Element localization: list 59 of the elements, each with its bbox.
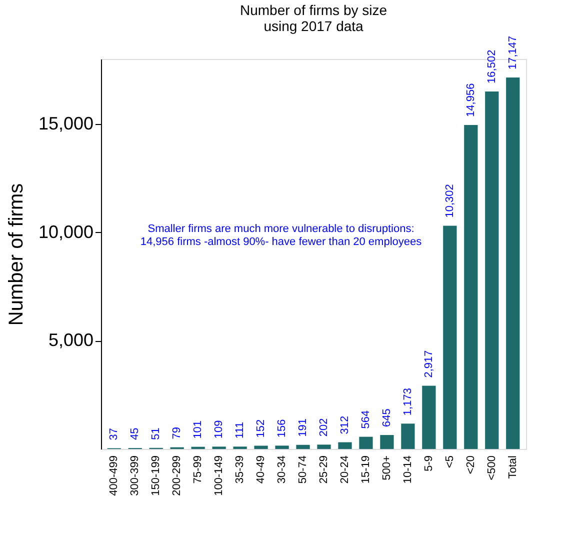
- bar: [338, 442, 352, 449]
- x-tick-label: 15-19: [360, 456, 372, 484]
- data-label: 45: [129, 428, 142, 440]
- bar: [380, 435, 394, 449]
- bar: [485, 91, 499, 449]
- x-tick-label: 400-499: [108, 456, 120, 496]
- x-tick-label: 75-99: [192, 456, 204, 484]
- data-label: 152: [255, 419, 268, 438]
- x-tick-label: 500+: [380, 456, 393, 480]
- x-tick-label: <20: [464, 456, 477, 474]
- bar: [401, 424, 415, 449]
- data-label: 111: [234, 422, 246, 439]
- y-axis-title: Number of firms: [5, 183, 28, 326]
- data-label: 101: [192, 420, 204, 439]
- bar: [422, 386, 436, 449]
- data-label: 37: [108, 428, 120, 440]
- x-tick-label: Total: [506, 456, 519, 479]
- data-label: 109: [213, 420, 226, 439]
- x-tick-label: 100-149: [213, 456, 226, 496]
- bar: [254, 446, 268, 449]
- bar: [464, 124, 478, 449]
- bar: [359, 436, 373, 449]
- data-label: 10,302: [444, 184, 456, 218]
- data-label: 202: [318, 418, 330, 437]
- data-label: 1,173: [402, 388, 414, 416]
- data-label: 79: [171, 427, 184, 440]
- data-label: 312: [338, 416, 351, 434]
- data-label: 2,917: [422, 350, 435, 378]
- x-tick-label: 200-299: [171, 456, 184, 496]
- x-tick-label: <5: [444, 456, 456, 468]
- chart-title: Number of firms by size using 2017 data: [240, 2, 388, 34]
- data-label: 156: [276, 419, 288, 438]
- bar: [275, 446, 289, 449]
- y-tick-label: 5,000: [48, 330, 94, 350]
- x-tick-label: 10-14: [402, 456, 414, 484]
- data-label: 16,502: [486, 50, 498, 84]
- data-label: 645: [380, 408, 393, 428]
- x-tick-label: 30-34: [276, 456, 288, 484]
- x-tick-label: 20-24: [338, 456, 351, 484]
- data-label: 14,956: [464, 83, 477, 117]
- y-tick-label: 10,000: [38, 222, 94, 242]
- bar: [317, 444, 331, 449]
- x-tick-label: 300-399: [129, 456, 142, 496]
- y-tick-label: 15,000: [38, 114, 94, 134]
- x-tick-label: <500: [486, 456, 498, 480]
- x-tick-label: 40-49: [255, 456, 268, 484]
- data-label: 191: [297, 418, 310, 437]
- bar: [296, 444, 310, 449]
- bar: [443, 226, 457, 449]
- bar: [506, 77, 520, 449]
- data-label: 564: [360, 410, 372, 429]
- data-label: 51: [150, 428, 162, 440]
- annotation: Smaller firms are much more vulnerable to disruptions: 14,956 firms -almost 90%- have fewer than 20 employees: [140, 223, 422, 248]
- data-label: 17,147: [506, 36, 519, 70]
- x-tick-label: 5-9: [422, 456, 435, 472]
- x-tick-label: 35-39: [234, 456, 246, 484]
- x-tick-label: 25-29: [318, 456, 330, 484]
- x-tick-label: 50-74: [297, 456, 310, 484]
- x-tick-label: 150-199: [150, 456, 162, 496]
